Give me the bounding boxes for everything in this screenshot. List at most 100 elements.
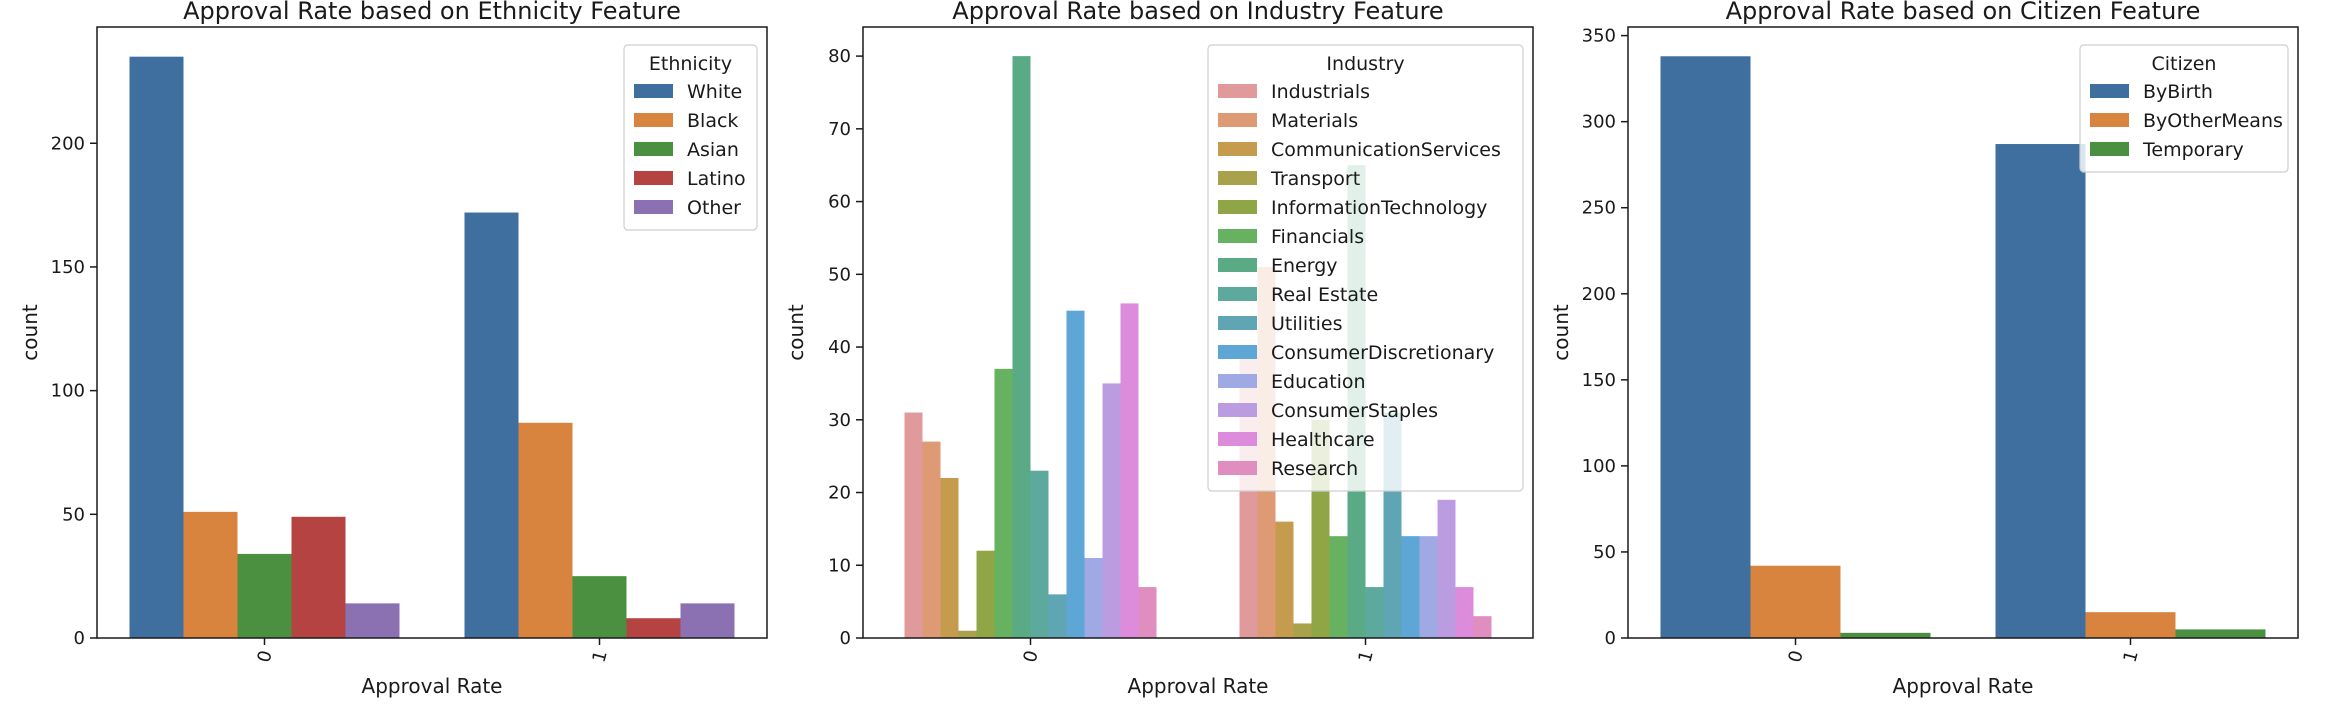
y-tick-label: 30 (828, 410, 851, 431)
x-axis-label: Approval Rate (1128, 674, 1269, 698)
legend-swatch (634, 200, 673, 214)
legend-swatch (2090, 84, 2129, 98)
legend-swatch (1218, 113, 1257, 127)
legend-entry: ConsumerStaples (1271, 400, 1438, 422)
y-tick-label: 200 (1582, 284, 1616, 305)
y-tick-label: 150 (51, 257, 85, 278)
x-axis-label: Approval Rate (1893, 674, 2034, 698)
bar-research-0 (1138, 587, 1157, 638)
bar-communicationservices-1 (1275, 521, 1294, 638)
legend-box (2079, 44, 2289, 173)
legend-entry: ByBirth (2143, 81, 2213, 103)
bar-informationtechnology-0 (976, 550, 995, 638)
legend-swatch (1218, 142, 1257, 156)
y-tick-label: 10 (828, 555, 851, 576)
y-tick-label: 80 (828, 46, 851, 67)
legend-swatch (1218, 374, 1257, 388)
chart-panel-1: 0 10 20 30 40 50 60 70 80 0 1 Approval Rate based o… (784, 0, 1534, 698)
bar-real-estate-0 (1030, 470, 1049, 638)
y-tick-label: 20 (828, 483, 851, 504)
legend-swatch (1218, 316, 1257, 330)
y-axis-label: count (784, 304, 808, 361)
bar-other-0 (345, 603, 400, 638)
y-tick-label: 0 (840, 628, 851, 649)
legend-entry: ConsumerDiscretionary (1271, 342, 1494, 364)
y-tick-label: 60 (828, 192, 851, 213)
y-tick-label: 200 (51, 133, 85, 154)
legend-box (1207, 44, 1524, 492)
bar-healthcare-0 (1120, 303, 1139, 638)
bar-other-1 (680, 603, 735, 638)
chart-title: Approval Rate based on Ethnicity Feature (183, 0, 681, 25)
bar-energy-0 (1012, 56, 1031, 639)
y-tick-label: 300 (1582, 112, 1616, 133)
bar-industrials-0 (904, 412, 923, 638)
bar-white-1 (464, 212, 519, 639)
legend-entry: Financials (1271, 226, 1364, 248)
axes-frame (1627, 26, 2299, 639)
bar-research-1 (1473, 616, 1492, 638)
y-axis-label: count (1549, 304, 1573, 361)
y-tick-label: 50 (62, 504, 85, 525)
bar-real-estate-1 (1365, 587, 1384, 638)
x-tick-label: 0 (1785, 648, 1808, 664)
y-tick-label: 150 (1582, 370, 1616, 391)
legend-swatch (1218, 229, 1257, 243)
bar-education-0 (1084, 557, 1103, 638)
axes-frame (96, 26, 768, 639)
bar-transport-0 (958, 630, 977, 638)
legend-swatch (634, 142, 673, 156)
bar-utilities-0 (1048, 594, 1067, 638)
y-tick-label: 70 (828, 119, 851, 140)
legend-entry: Real Estate (1271, 284, 1378, 306)
legend-entry: Education (1271, 371, 1366, 393)
bar-education-1 (1419, 536, 1438, 638)
legend-swatch (1218, 258, 1257, 272)
legend-swatch (1218, 345, 1257, 359)
legend-entry: Asian (687, 139, 739, 161)
bar-healthcare-1 (1455, 587, 1474, 638)
legend-title: Ethnicity (649, 53, 732, 75)
legend-swatch (1218, 171, 1257, 185)
y-tick-label: 50 (828, 264, 851, 285)
legend-entry: Other (687, 197, 741, 219)
legend-entry: Healthcare (1271, 429, 1375, 451)
legend-entry: White (687, 81, 742, 103)
legend-swatch (1218, 403, 1257, 417)
bar-latino-1 (626, 618, 681, 638)
bar-black-0 (183, 511, 238, 638)
bar-white-0 (129, 56, 184, 639)
x-tick-label: 0 (1020, 648, 1043, 664)
legend-swatch (1218, 461, 1257, 475)
bar-financials-0 (994, 368, 1013, 638)
legend: Ethnicity White Black Asian Latino Other (623, 44, 758, 231)
legend-entry: Transport (1270, 168, 1360, 190)
bar-byothermeans-0 (1750, 565, 1841, 638)
legend-swatch (634, 113, 673, 127)
x-axis-label: Approval Rate (362, 674, 503, 698)
chart-title: Approval Rate based on Industry Feature (952, 0, 1443, 25)
legend-entry: Materials (1271, 110, 1358, 132)
y-tick-label: 0 (74, 628, 85, 649)
bar-consumerstaples-0 (1102, 383, 1121, 638)
legend-entry: Black (687, 110, 738, 132)
y-tick-label: 250 (1582, 198, 1616, 219)
y-tick-label: 40 (828, 337, 851, 358)
legend-swatch (634, 84, 673, 98)
bar-bybirth-1 (1995, 144, 2086, 638)
legend-title: Industry (1326, 53, 1404, 75)
x-tick-label: 0 (254, 648, 277, 664)
legend-entry: Latino (687, 168, 746, 190)
legend-swatch (2090, 113, 2129, 127)
chart-panel-0: 0 50 100 150 200 0 1 Approval Rate based on Eth… (18, 0, 768, 698)
y-tick-label: 350 (1582, 26, 1616, 47)
legend-title: Citizen (2152, 53, 2217, 75)
x-tick-label: 1 (2120, 648, 2143, 664)
y-tick-label: 100 (51, 381, 85, 402)
bar-materials-0 (922, 441, 941, 638)
legend-swatch (634, 171, 673, 185)
legend-entry: Research (1271, 458, 1358, 480)
bar-transport-1 (1293, 623, 1312, 638)
